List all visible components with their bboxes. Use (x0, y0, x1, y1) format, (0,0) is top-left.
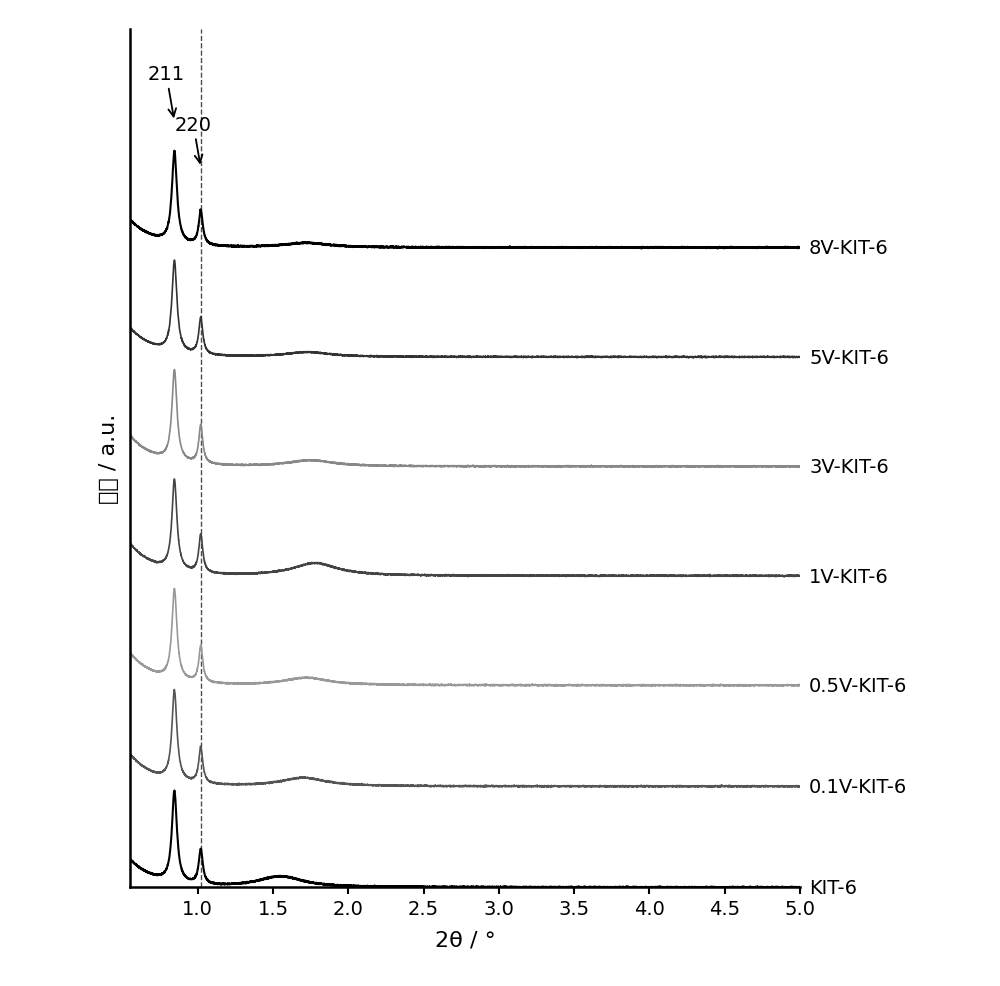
Text: 5V-KIT-6: 5V-KIT-6 (809, 348, 889, 367)
Y-axis label: 强度 / a.u.: 强度 / a.u. (99, 413, 119, 504)
Text: 0.1V-KIT-6: 0.1V-KIT-6 (809, 777, 907, 797)
Text: 3V-KIT-6: 3V-KIT-6 (809, 458, 889, 476)
Text: 211: 211 (148, 65, 185, 117)
Text: 0.5V-KIT-6: 0.5V-KIT-6 (809, 676, 907, 695)
X-axis label: 2θ / °: 2θ / ° (435, 929, 495, 950)
Text: KIT-6: KIT-6 (809, 878, 857, 896)
Text: 1V-KIT-6: 1V-KIT-6 (809, 567, 889, 586)
Text: 8V-KIT-6: 8V-KIT-6 (809, 239, 889, 258)
Text: 220: 220 (175, 115, 212, 164)
